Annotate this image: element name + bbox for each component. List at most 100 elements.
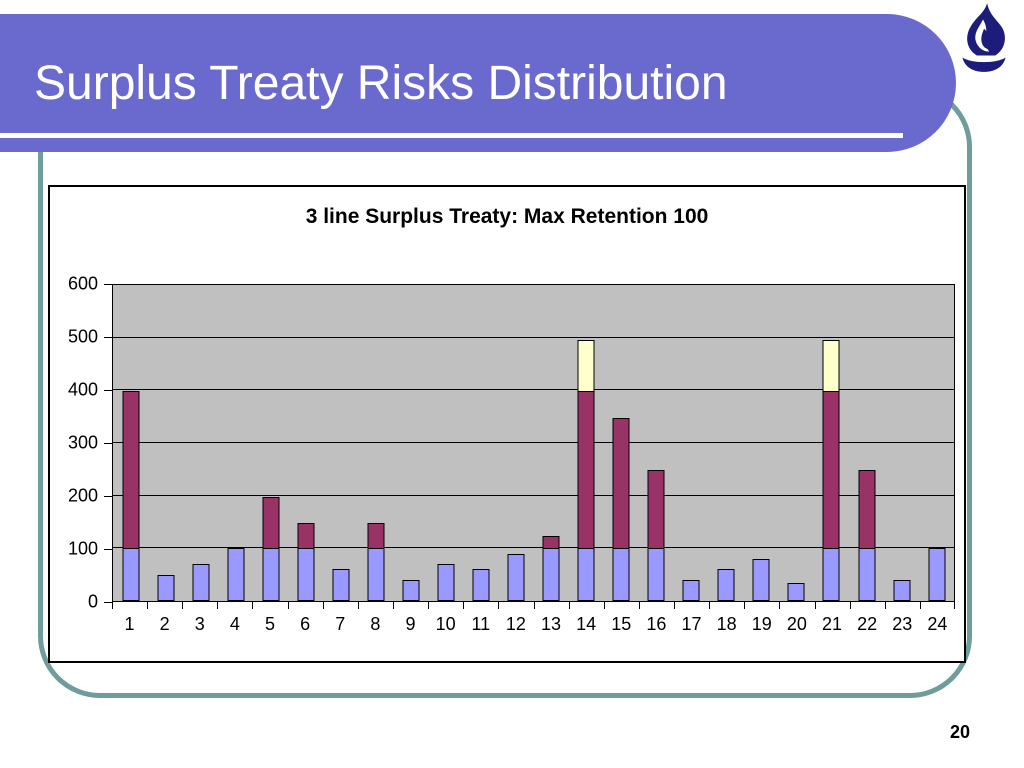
bar-segment-retention (928, 548, 946, 601)
bar-15 (612, 285, 630, 601)
bar-7 (332, 285, 350, 601)
bar-segment-surplus-cession (858, 470, 875, 550)
bar-9 (402, 285, 420, 601)
bar-segment-retention (437, 564, 455, 601)
bar-slot-7 (323, 285, 358, 601)
plot-area (112, 284, 955, 602)
bar-segment-retention (542, 548, 560, 601)
x-tick-label: 21 (822, 614, 843, 634)
x-axis-tick (814, 602, 816, 609)
x-axis-tick (498, 602, 500, 609)
x-tick-label: 4 (229, 614, 240, 634)
bar-segment-retention (787, 582, 805, 601)
bar-slot-14 (569, 285, 604, 601)
bar-slot-18 (709, 285, 744, 601)
bar-segment-surplus-cession (577, 391, 595, 550)
x-axis-tick (638, 602, 640, 609)
x-axis-tick (463, 602, 465, 609)
bar-24 (928, 285, 946, 601)
y-axis-tick (104, 601, 112, 603)
bar-slot-10 (428, 285, 463, 601)
x-axis-tick (533, 602, 535, 609)
bar-segment-retention (332, 569, 350, 601)
bar-segment-retention (122, 548, 140, 601)
gridline-500 (113, 336, 954, 338)
bar-slot-20 (779, 285, 814, 601)
flame-icon (948, 2, 1020, 76)
gridline-300 (113, 442, 954, 443)
bar-22 (858, 285, 875, 601)
y-axis-label: 300 (67, 432, 98, 453)
x-tick-label: 8 (370, 614, 381, 634)
x-tick-label: 14 (576, 614, 597, 634)
y-axis-tick (104, 336, 112, 338)
x-axis-ticks (112, 602, 955, 609)
bar-23 (893, 285, 911, 601)
y-axis-label: 200 (67, 485, 98, 506)
x-tick-label: 22 (857, 614, 878, 634)
x-tick-label: 13 (541, 614, 562, 634)
bar-slot-15 (604, 285, 639, 601)
y-axis-tick (104, 548, 112, 550)
x-axis-tick (112, 602, 113, 609)
bar-slot-16 (639, 285, 674, 601)
bar-segment-retention (647, 548, 665, 601)
bar-13 (542, 285, 560, 601)
bar-14 (577, 285, 595, 601)
x-axis-tick (884, 602, 886, 609)
x-axis-tick (252, 602, 254, 609)
plot-wrap: 0 100 200 300 400 500 600 1 2 3 4 5 6 7 8 9 10 11 12 13 14 1… (68, 274, 955, 634)
x-axis-tick (147, 602, 149, 609)
x-tick-label: 15 (611, 614, 632, 634)
x-axis-tick (568, 602, 570, 609)
x-tick-label: 23 (892, 614, 913, 634)
bar-segment-retention (402, 579, 420, 601)
x-axis-tick (392, 602, 394, 609)
bar-2 (157, 285, 175, 601)
bar-segment-retention (858, 548, 875, 601)
bar-segment-retention (893, 579, 911, 601)
x-axis-tick (322, 602, 324, 609)
bar-segment-retention (752, 558, 770, 601)
page-number: 20 (949, 722, 970, 742)
x-axis-tick (954, 602, 955, 609)
x-axis-tick (357, 602, 359, 609)
x-axis-tick (217, 602, 219, 609)
bar-1 (122, 285, 140, 601)
x-tick-label: 20 (786, 614, 807, 634)
bar-slot-22 (849, 285, 884, 601)
bar-slot-13 (534, 285, 569, 601)
bar-slot-2 (148, 285, 183, 601)
bar-11 (472, 285, 490, 601)
bar-slot-21 (814, 285, 849, 601)
x-tick-label: 10 (435, 614, 456, 634)
slide-title: Surplus Treaty Risks Distribution (34, 57, 728, 110)
x-tick-label: 16 (646, 614, 667, 634)
x-tick-label: 6 (300, 614, 311, 634)
bar-slot-5 (253, 285, 288, 601)
bar-segment-retention (822, 548, 840, 601)
bar-segment-retention (297, 548, 315, 601)
y-axis-label: 500 (67, 326, 98, 347)
bar-segment-excess-above-treaty (822, 339, 840, 393)
bar-19 (752, 285, 770, 601)
bar-slot-19 (744, 285, 779, 601)
bar-segment-retention (507, 553, 525, 601)
x-tick-label: 3 (194, 614, 205, 634)
x-tick-label: 18 (716, 614, 737, 634)
x-axis-tick (849, 602, 851, 609)
title-underline (0, 133, 903, 138)
x-tick-label: 5 (265, 614, 276, 634)
x-axis-tick (287, 602, 289, 609)
bar-segment-retention (367, 548, 385, 601)
y-axis-tick (104, 442, 112, 444)
bar-17 (682, 285, 700, 601)
x-tick-label: 19 (751, 614, 772, 634)
y-axis-tick (104, 283, 112, 285)
bar-segment-retention (192, 564, 210, 601)
title-banner: Surplus Treaty Risks Distribution (0, 14, 956, 152)
y-axis-label: 600 (67, 273, 98, 294)
gridline-100 (113, 547, 954, 549)
x-tick-label: 1 (124, 614, 135, 634)
